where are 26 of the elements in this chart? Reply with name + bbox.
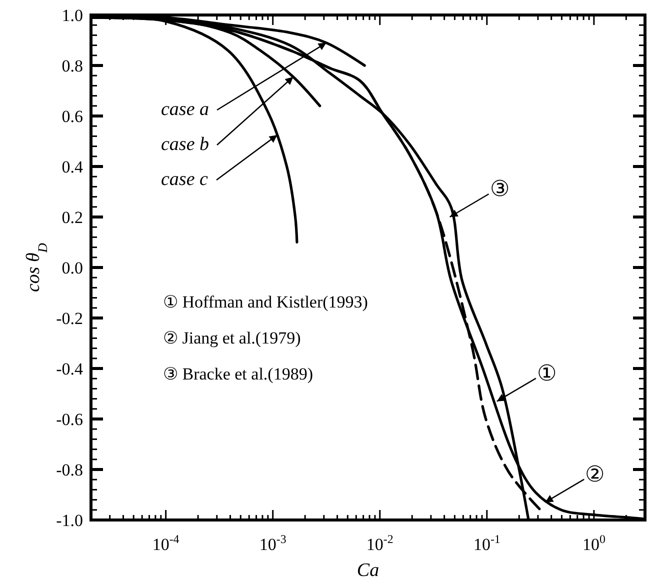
y-tick-label: 0.6 [62, 107, 83, 126]
x-tick-label: 10$^{-4}$ [152, 532, 180, 554]
y-tick-label: -0.4 [56, 360, 84, 378]
y-tick-label: -0.8 [56, 460, 83, 480]
x-tick-label: 10$^{-2}$ [366, 532, 394, 554]
annotation: ③ Bracke et al.(1989) [163, 364, 313, 384]
x-tick-label: 10$^{-1}$ [473, 532, 500, 554]
x-tick-label: 10$^{0}$ [582, 532, 606, 554]
y-tick-label: 0.2 [62, 208, 83, 227]
x-tick-label: 10$^{-3}$ [259, 532, 286, 554]
annotation: ② [585, 461, 606, 486]
y-tick-label: 1.0 [62, 6, 83, 25]
annotation: ③ [490, 176, 510, 201]
y-tick-label: -0.2 [56, 309, 83, 328]
y-tick-label: -1.0 [56, 511, 83, 530]
x-axis-title: Ca [356, 560, 380, 581]
y-tick-label: 0.8 [62, 56, 83, 76]
annotation: ① Hoffman and Kistler(1993) [163, 292, 368, 312]
annotation: case b [161, 134, 210, 155]
annotation: case c [161, 169, 209, 190]
y-tick-label: 0.4 [62, 158, 84, 176]
annotation: ② Jiang et al.(1979) [163, 328, 301, 348]
annotation: ① [536, 360, 557, 386]
annotation: case a [161, 99, 210, 120]
y-tick-label: -0.6 [56, 410, 83, 429]
y-tick-label: 0.0 [62, 258, 83, 278]
